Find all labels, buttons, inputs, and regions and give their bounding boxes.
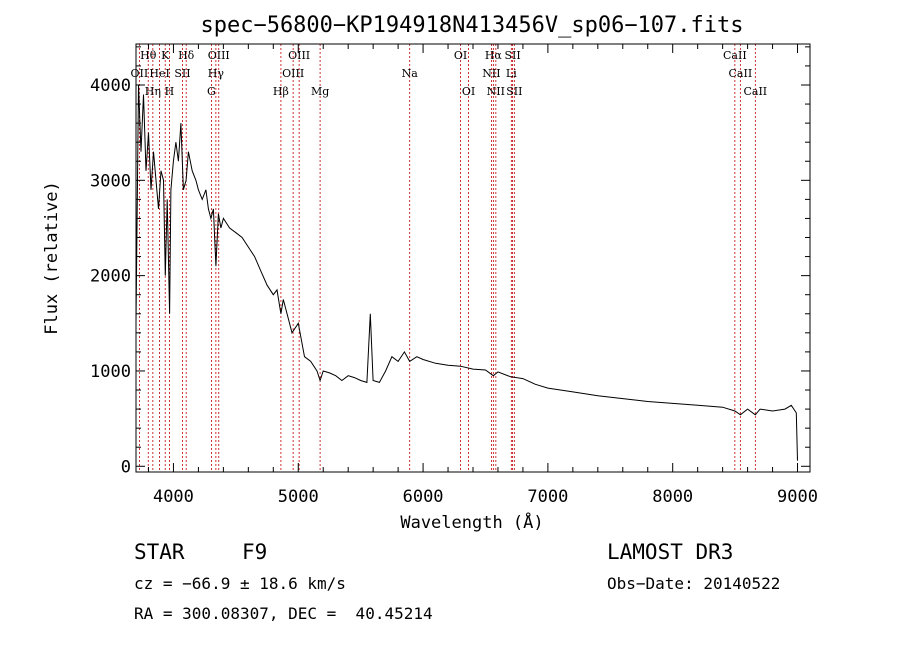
line-label-12: Hγ xyxy=(208,67,225,80)
line-label-19: H xyxy=(165,85,175,98)
x-axis: 4000 5000 6000 7000 8000 9000 xyxy=(147,44,818,507)
line-label-22: Mg xyxy=(311,85,329,98)
x-tick-label-0: 4000 xyxy=(153,487,194,507)
x-tick-label-4: 8000 xyxy=(652,487,693,507)
obs-date: Obs−Date: 20140522 xyxy=(607,574,781,593)
line-label-18: Hη xyxy=(145,85,161,98)
line-label-13: OIII xyxy=(282,67,304,80)
object-subclass: F9 xyxy=(242,540,268,564)
line-label-17: CaII xyxy=(729,67,753,80)
survey-name: LAMOST DR3 xyxy=(607,540,734,564)
y-axis-label: Flux (relative) xyxy=(42,181,62,335)
plot-frame xyxy=(135,43,811,473)
x-tick-label-3: 7000 xyxy=(527,487,568,507)
line-label-16: Li xyxy=(506,67,517,80)
spectrum-chart: spec−56800−KP194918N413456V_sp06−107.fit… xyxy=(42,13,818,533)
line-label-6: Hα xyxy=(485,49,503,62)
line-label-24: NII xyxy=(487,85,505,98)
line-label-26: CaII xyxy=(743,85,767,98)
line-label-11: SII xyxy=(174,67,190,80)
y-tick-label-1: 1000 xyxy=(90,362,131,382)
y-tick-label-2: 2000 xyxy=(90,267,131,287)
line-label-9: OII xyxy=(131,67,149,80)
line-label-15: NII xyxy=(482,67,500,80)
y-tick-label-4: 4000 xyxy=(90,76,131,96)
line-label-2: Hδ xyxy=(178,49,195,62)
y-tick-label-3: 3000 xyxy=(90,171,131,191)
line-label-4: OIII xyxy=(288,49,310,62)
line-label-1: K xyxy=(161,49,170,62)
x-tick-label-1: 5000 xyxy=(278,487,319,507)
line-label-5: OI xyxy=(454,49,467,62)
x-tick-label-5: 9000 xyxy=(777,487,818,507)
spectrum-line xyxy=(135,84,798,461)
line-label-21: Hβ xyxy=(273,85,289,98)
line-label-0: Hθ xyxy=(140,49,157,62)
redshift-readout: cz = −66.9 ± 18.6 km/s xyxy=(134,574,346,593)
chart-title: spec−56800−KP194918N413456V_sp06−107.fit… xyxy=(200,13,743,38)
y-axis: 0 1000 2000 3000 4000 xyxy=(90,46,810,477)
line-label-14: Na xyxy=(402,67,419,80)
coordinates: RA = 300.08307, DEC = 40.45214 xyxy=(134,604,433,623)
object-class: STAR xyxy=(134,540,185,564)
line-label-20: G xyxy=(207,85,216,98)
line-label-10: HeI xyxy=(149,67,169,80)
line-label-3: OIII xyxy=(208,49,230,62)
x-axis-label: Wavelength (Å) xyxy=(400,511,543,533)
line-label-7: SII xyxy=(504,49,520,62)
line-label-23: OI xyxy=(462,85,475,98)
line-label-8: CaII xyxy=(723,49,747,62)
line-label-25: SII xyxy=(506,85,522,98)
y-tick-label-0: 0 xyxy=(121,457,131,477)
x-tick-label-2: 6000 xyxy=(403,487,444,507)
spectral-line-markers xyxy=(138,44,756,472)
